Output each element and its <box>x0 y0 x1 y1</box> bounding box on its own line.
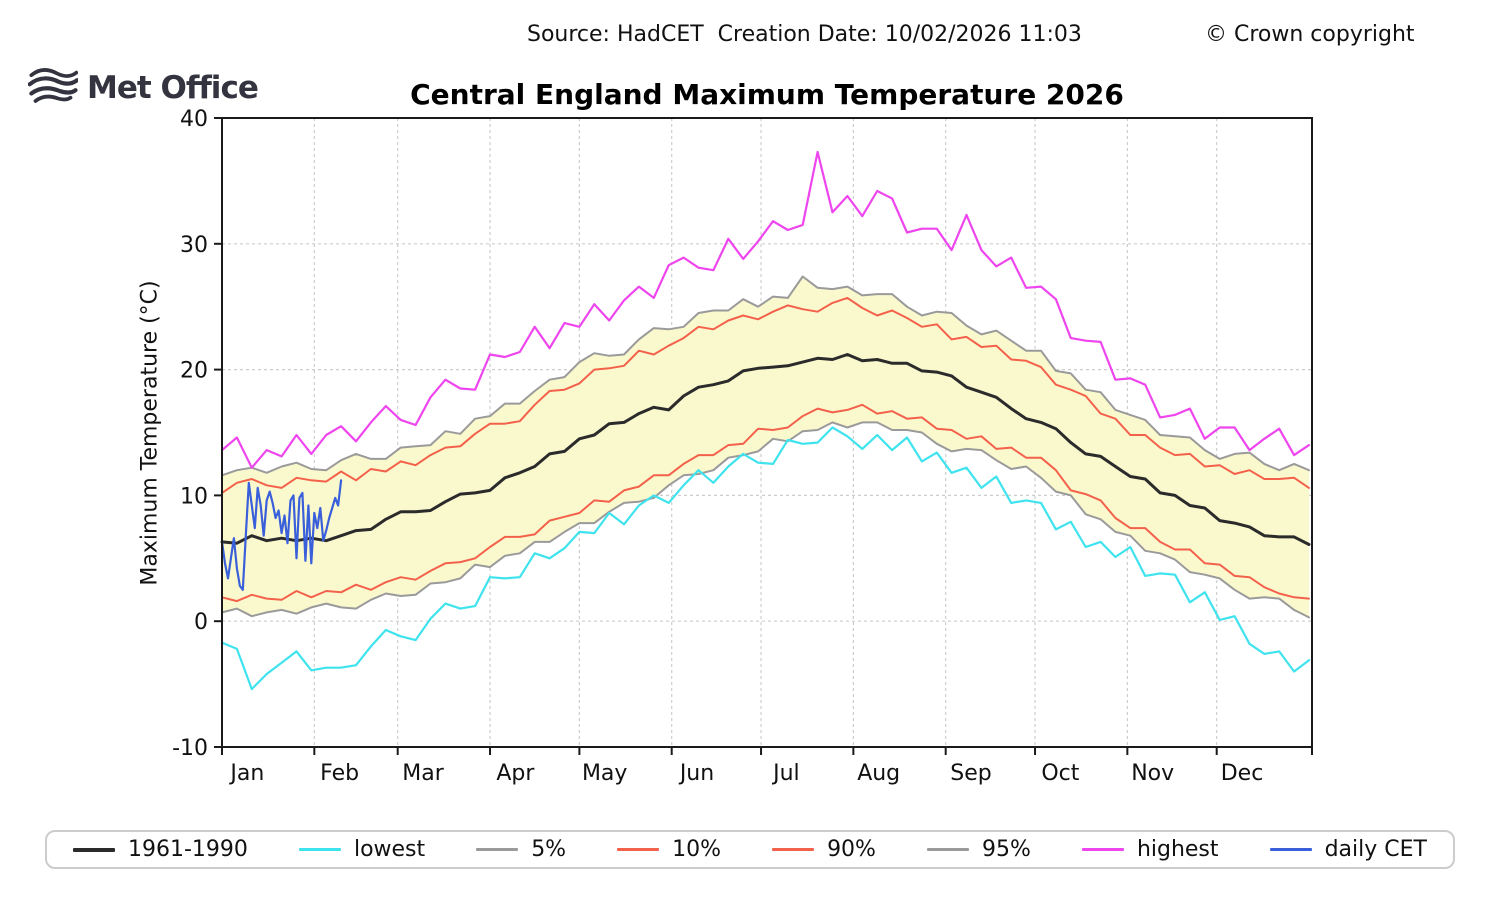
y-tick-label-30: 30 <box>180 233 208 258</box>
chart-title: Central England Maximum Temperature 2026 <box>410 78 1124 111</box>
legend-line-swatch <box>1269 848 1312 851</box>
legend-label: 95% <box>982 837 1031 862</box>
x-tick-label-mar: Mar <box>402 761 444 786</box>
x-tick-label-jan: Jan <box>228 761 264 786</box>
legend-item-90-: 90% <box>772 837 876 862</box>
x-tick-label-jul: Jul <box>771 761 800 786</box>
legend-item-10-: 10% <box>617 837 721 862</box>
y-tick-label-10: 10 <box>180 484 208 509</box>
legend-line-swatch <box>772 848 815 851</box>
x-tick-label-aug: Aug <box>857 761 900 786</box>
legend-label: 90% <box>827 837 876 862</box>
x-tick-label-sep: Sep <box>950 761 991 786</box>
x-tick-label-jun: Jun <box>678 761 714 786</box>
series-line-5- <box>221 421 1310 619</box>
legend: 1961-1990 lowest 5% 10% 90% 95% highest daily C… <box>45 830 1455 869</box>
x-tick-label-oct: Oct <box>1041 761 1079 786</box>
legend-item-highest: highest <box>1081 837 1219 862</box>
legend-item-1961-1990: 1961-1990 <box>73 837 248 862</box>
met-office-logo: Met Office <box>27 64 259 112</box>
x-tick-label-dec: Dec <box>1221 761 1264 786</box>
x-tick-label-feb: Feb <box>320 761 359 786</box>
y-tick-label-0: 0 <box>194 610 208 635</box>
met-office-logo-text: Met Office <box>87 70 259 106</box>
source-creation-text: Source: HadCET Creation Date: 10/02/2026… <box>527 22 1082 47</box>
series-line-daily-cet <box>220 479 343 591</box>
legend-line-swatch <box>476 848 519 851</box>
legend-line-swatch <box>617 848 660 851</box>
legend-line-swatch <box>927 848 969 851</box>
legend-label: 10% <box>672 837 722 862</box>
header-bar: Source: HadCET Creation Date: 10/02/2026… <box>0 22 1500 52</box>
legend-label: lowest <box>353 837 426 862</box>
legend-item-lowest: lowest <box>298 837 426 862</box>
legend-item-95-: 95% <box>927 837 1031 862</box>
copyright-text: © Crown copyright <box>1205 22 1415 47</box>
met-office-waves-icon <box>27 64 80 112</box>
series-line-95- <box>221 275 1310 477</box>
y-tick-label--10: -10 <box>172 736 208 761</box>
y-tick-label-20: 20 <box>180 359 208 384</box>
series-line-1961-1990 <box>220 353 1311 546</box>
series-line-lowest <box>220 426 1311 691</box>
legend-item-5-: 5% <box>476 837 566 862</box>
legend-line-swatch <box>298 848 341 851</box>
legend-label: daily CET <box>1324 837 1427 862</box>
x-tick-label-apr: Apr <box>496 761 535 786</box>
percentile-band <box>222 276 1310 618</box>
legend-line-swatch <box>1081 848 1124 851</box>
legend-label: 1961-1990 <box>128 837 248 862</box>
series-line-90- <box>221 296 1310 494</box>
axis-box <box>221 117 1313 748</box>
y-tick-label-40: 40 <box>180 107 208 132</box>
legend-label: 5% <box>531 837 567 862</box>
legend-line-swatch <box>73 847 115 852</box>
x-tick-label-may: May <box>582 761 627 786</box>
legend-item-daily-cet: daily CET <box>1269 837 1427 862</box>
legend-label: highest <box>1136 837 1219 862</box>
series-line-10- <box>221 403 1310 603</box>
series-line-highest <box>220 150 1311 469</box>
x-tick-label-nov: Nov <box>1131 761 1174 786</box>
